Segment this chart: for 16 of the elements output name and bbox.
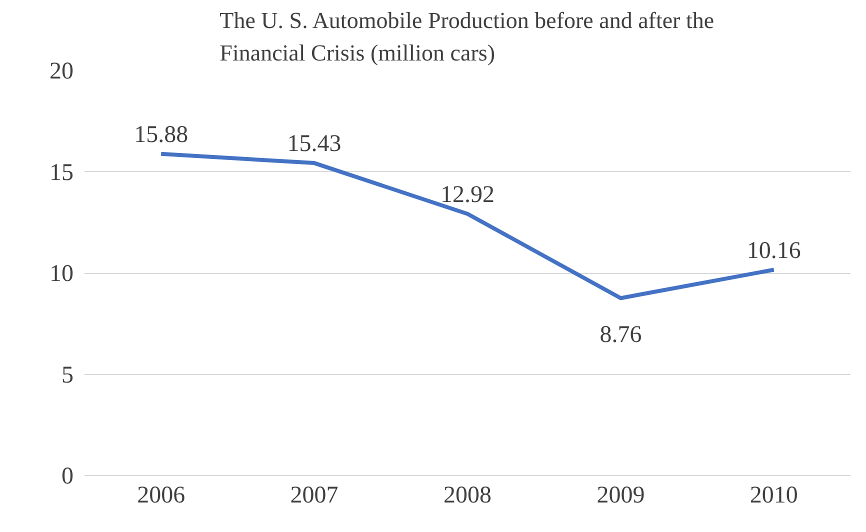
y-tick-label: 20: [50, 58, 74, 84]
x-tick-label: 2008: [444, 482, 492, 508]
y-tick-label: 5: [62, 362, 74, 388]
data-label: 15.88: [134, 122, 188, 148]
x-tick-label: 2010: [750, 482, 798, 508]
chart-title: The U. S. Automobile Production before and after the Financial Crisis (million cars): [220, 8, 714, 66]
data-label: 8.76: [600, 322, 642, 348]
x-tick-label: 2009: [596, 482, 645, 508]
data-label: 12.92: [440, 182, 494, 208]
y-tick-label: 10: [50, 261, 74, 287]
data-label: 15.43: [287, 131, 342, 158]
data-label: 10.16: [746, 238, 801, 264]
x-tick-label: 2007: [290, 482, 338, 508]
y-tick-label: 15: [50, 160, 74, 186]
y-tick-label: 0: [62, 464, 74, 490]
x-tick-label: 2006: [137, 482, 186, 508]
